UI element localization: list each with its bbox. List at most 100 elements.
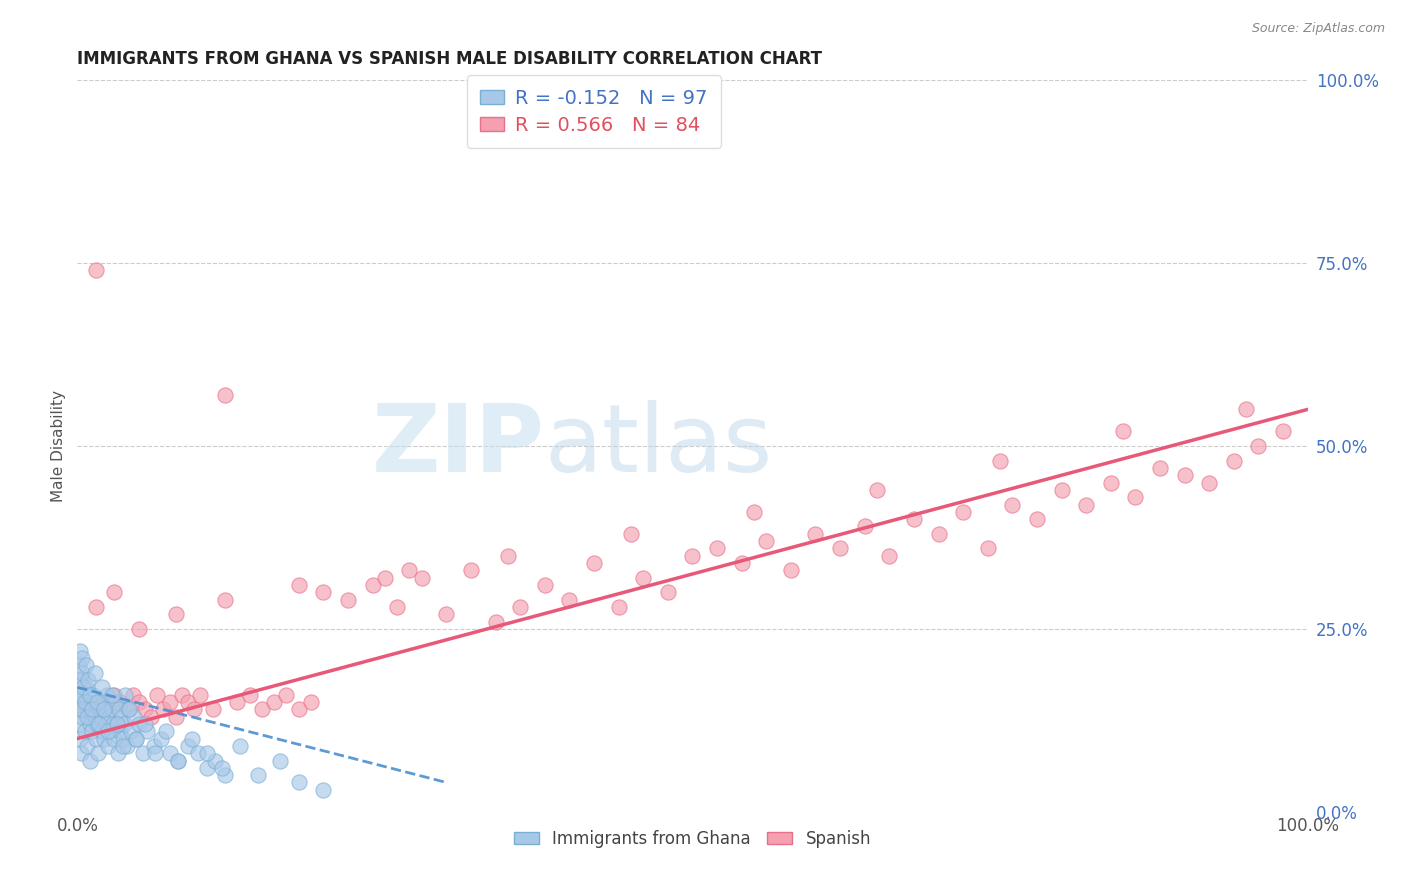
Point bbox=[134, 702, 156, 716]
Point bbox=[79, 709, 101, 723]
Point bbox=[70, 688, 93, 702]
Point bbox=[101, 702, 124, 716]
Point bbox=[80, 702, 103, 716]
Text: ZIP: ZIP bbox=[373, 400, 546, 492]
Point bbox=[167, 754, 190, 768]
Point bbox=[742, 505, 765, 519]
Point bbox=[105, 717, 128, 731]
Point bbox=[1234, 402, 1257, 417]
Point bbox=[177, 739, 200, 753]
Point bbox=[1198, 475, 1220, 490]
Point bbox=[67, 673, 90, 687]
Point bbox=[89, 717, 111, 731]
Point bbox=[118, 702, 141, 716]
Point bbox=[988, 453, 1011, 467]
Point bbox=[398, 563, 420, 577]
Point bbox=[76, 709, 98, 723]
Point bbox=[853, 519, 876, 533]
Point bbox=[70, 746, 93, 760]
Point bbox=[97, 739, 120, 753]
Point bbox=[312, 585, 335, 599]
Point bbox=[75, 658, 97, 673]
Point bbox=[211, 761, 233, 775]
Point bbox=[103, 688, 125, 702]
Point bbox=[93, 731, 115, 746]
Point bbox=[134, 717, 156, 731]
Point bbox=[165, 607, 187, 622]
Point bbox=[276, 688, 298, 702]
Point bbox=[67, 658, 90, 673]
Point bbox=[100, 724, 122, 739]
Point bbox=[159, 695, 181, 709]
Point bbox=[73, 695, 96, 709]
Point bbox=[755, 534, 778, 549]
Point bbox=[77, 695, 100, 709]
Point bbox=[1174, 468, 1197, 483]
Point bbox=[89, 695, 111, 709]
Point bbox=[86, 695, 108, 709]
Point bbox=[82, 688, 104, 702]
Point bbox=[780, 563, 803, 577]
Point bbox=[460, 563, 482, 577]
Point bbox=[195, 761, 218, 775]
Point bbox=[112, 717, 135, 731]
Point bbox=[136, 724, 159, 739]
Point bbox=[90, 695, 114, 709]
Point bbox=[150, 731, 173, 746]
Point bbox=[69, 673, 91, 687]
Point bbox=[67, 695, 90, 709]
Point bbox=[226, 695, 249, 709]
Point bbox=[83, 709, 105, 723]
Point bbox=[69, 644, 91, 658]
Point bbox=[94, 717, 117, 731]
Point bbox=[214, 388, 236, 402]
Point bbox=[142, 739, 165, 753]
Point bbox=[183, 702, 205, 716]
Point bbox=[312, 782, 335, 797]
Point bbox=[374, 571, 396, 585]
Point bbox=[977, 541, 1000, 556]
Point bbox=[436, 607, 458, 622]
Point bbox=[108, 702, 131, 716]
Point bbox=[121, 724, 143, 739]
Point bbox=[69, 731, 91, 746]
Point bbox=[385, 599, 409, 614]
Point bbox=[105, 717, 128, 731]
Point bbox=[1001, 498, 1024, 512]
Point bbox=[97, 702, 120, 716]
Point bbox=[90, 681, 114, 695]
Point bbox=[67, 717, 90, 731]
Point bbox=[167, 754, 190, 768]
Point bbox=[633, 571, 655, 585]
Point bbox=[84, 731, 107, 746]
Point bbox=[115, 739, 138, 753]
Point bbox=[1050, 483, 1073, 497]
Point bbox=[250, 702, 273, 716]
Point bbox=[1223, 453, 1246, 467]
Point bbox=[804, 526, 827, 541]
Point bbox=[247, 768, 270, 782]
Point bbox=[201, 702, 224, 716]
Point bbox=[1026, 512, 1049, 526]
Point bbox=[583, 556, 606, 570]
Point bbox=[93, 702, 115, 716]
Point bbox=[128, 622, 150, 636]
Point bbox=[111, 731, 134, 746]
Point bbox=[337, 592, 360, 607]
Point bbox=[195, 746, 218, 760]
Point bbox=[73, 724, 96, 739]
Point bbox=[103, 731, 125, 746]
Point bbox=[72, 702, 94, 716]
Point bbox=[76, 739, 98, 753]
Point bbox=[143, 746, 166, 760]
Point bbox=[952, 505, 974, 519]
Point bbox=[263, 695, 285, 709]
Text: IMMIGRANTS FROM GHANA VS SPANISH MALE DISABILITY CORRELATION CHART: IMMIGRANTS FROM GHANA VS SPANISH MALE DI… bbox=[77, 50, 823, 68]
Point bbox=[86, 717, 108, 731]
Y-axis label: Male Disability: Male Disability bbox=[51, 390, 66, 502]
Point bbox=[107, 746, 129, 760]
Point bbox=[607, 599, 630, 614]
Point bbox=[72, 681, 94, 695]
Point bbox=[79, 754, 101, 768]
Point bbox=[115, 702, 138, 716]
